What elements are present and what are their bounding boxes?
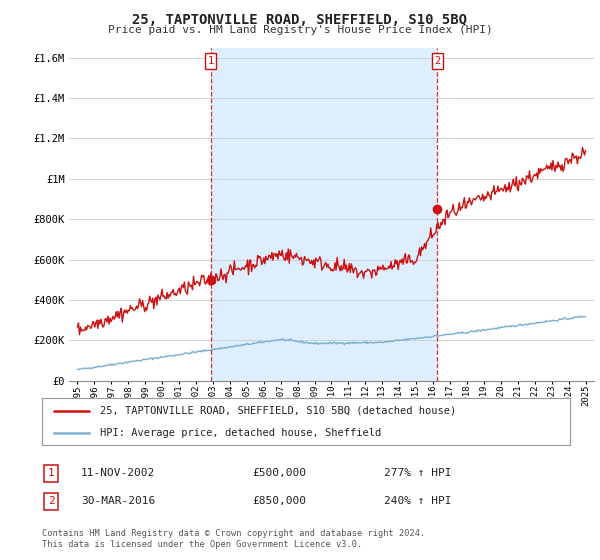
Text: 30-MAR-2016: 30-MAR-2016 [81,496,155,506]
Text: 240% ↑ HPI: 240% ↑ HPI [384,496,452,506]
Text: 277% ↑ HPI: 277% ↑ HPI [384,468,452,478]
Bar [211,48,437,381]
Text: Contains HM Land Registry data © Crown copyright and database right 2024.
This d: Contains HM Land Registry data © Crown c… [42,529,425,549]
Text: 1: 1 [47,468,55,478]
Text: 1: 1 [208,56,214,66]
Text: 11-NOV-2002: 11-NOV-2002 [81,468,155,478]
Text: £850,000: £850,000 [252,496,306,506]
Text: 2: 2 [434,56,440,66]
Text: £500,000: £500,000 [252,468,306,478]
Text: Price paid vs. HM Land Registry's House Price Index (HPI): Price paid vs. HM Land Registry's House … [107,25,493,35]
Text: HPI: Average price, detached house, Sheffield: HPI: Average price, detached house, Shef… [100,428,382,438]
Text: 25, TAPTONVILLE ROAD, SHEFFIELD, S10 5BQ (detached house): 25, TAPTONVILLE ROAD, SHEFFIELD, S10 5BQ… [100,406,457,416]
Text: 2: 2 [47,496,55,506]
Text: 25, TAPTONVILLE ROAD, SHEFFIELD, S10 5BQ: 25, TAPTONVILLE ROAD, SHEFFIELD, S10 5BQ [133,13,467,27]
